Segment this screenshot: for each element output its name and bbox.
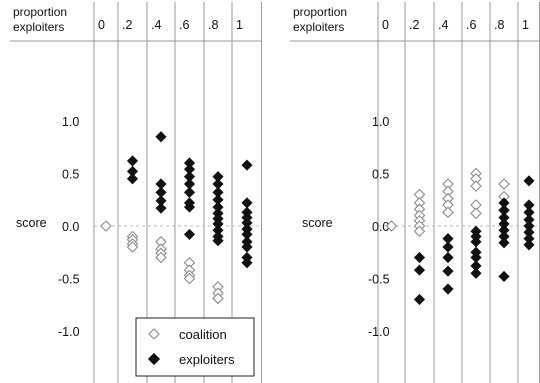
exploiter-point bbox=[212, 235, 224, 247]
exploiter-point bbox=[413, 251, 426, 264]
coalition-point bbox=[155, 251, 167, 264]
legend-box bbox=[135, 317, 255, 377]
category-label: .8 bbox=[494, 18, 504, 32]
header-label: proportion bbox=[293, 5, 347, 19]
exploiter-point bbox=[183, 186, 196, 198]
legend-label-exploiters: exploiters bbox=[179, 352, 235, 367]
exploiter-point bbox=[470, 267, 482, 279]
exploiter-point bbox=[413, 293, 426, 306]
exploiter-point bbox=[442, 251, 454, 264]
y-tick-label: 0.0 bbox=[372, 220, 389, 234]
exploiter-point bbox=[126, 173, 139, 185]
category-label: 0 bbox=[98, 18, 105, 32]
category-label: .4 bbox=[151, 18, 161, 32]
exploiter-point bbox=[155, 202, 167, 214]
category-label: .6 bbox=[179, 18, 189, 32]
category-label: 1 bbox=[522, 18, 529, 32]
y-tick-label: -1.0 bbox=[58, 325, 80, 339]
exploiter-point bbox=[183, 228, 196, 240]
y-tick-label: 0.5 bbox=[372, 168, 389, 182]
y-axis-label: score bbox=[16, 216, 47, 230]
y-tick-label: 1.0 bbox=[372, 115, 389, 129]
legend: coalition exploiters bbox=[135, 317, 255, 377]
y-tick-label: 1.0 bbox=[62, 115, 79, 129]
exploiter-point bbox=[498, 237, 510, 249]
exploiter-point bbox=[413, 264, 426, 276]
exploiter-point bbox=[126, 155, 139, 167]
coalition-point bbox=[212, 292, 224, 305]
category-label: .4 bbox=[438, 18, 448, 32]
category-label: 0 bbox=[382, 18, 389, 32]
category-label: .2 bbox=[122, 18, 132, 32]
coalition-point bbox=[100, 220, 112, 232]
y-tick-label: -1.0 bbox=[368, 325, 390, 339]
y-tick-label: -0.5 bbox=[58, 273, 80, 287]
exploiter-point bbox=[241, 257, 253, 269]
exploiter-point bbox=[442, 265, 454, 277]
exploiter-point bbox=[442, 241, 454, 253]
y-axis-label: score bbox=[302, 216, 333, 230]
y-tick-label: -0.5 bbox=[368, 273, 390, 287]
header-label: exploiters bbox=[293, 20, 344, 34]
y-tick-label: 0.5 bbox=[62, 168, 79, 182]
legend-label-coalition: coalition bbox=[179, 327, 227, 342]
exploiter-point bbox=[241, 197, 253, 209]
category-label: .6 bbox=[466, 18, 476, 32]
header-label: exploiters bbox=[13, 20, 64, 34]
coalition-point bbox=[470, 180, 482, 192]
y-tick-label: 0.0 bbox=[62, 220, 79, 234]
exploiter-point bbox=[498, 270, 510, 282]
coalition-point bbox=[183, 272, 196, 285]
category-label: .8 bbox=[208, 18, 218, 32]
coalition-point bbox=[126, 241, 139, 253]
exploiter-point bbox=[442, 283, 454, 295]
legend-marker-exploiters bbox=[147, 352, 161, 366]
coalition-point bbox=[442, 206, 454, 219]
exploiter-point bbox=[523, 175, 535, 187]
exploiter-point bbox=[241, 159, 253, 171]
header-label: proportion bbox=[13, 5, 67, 19]
exploiter-point bbox=[155, 131, 167, 143]
exploiter-point bbox=[523, 239, 535, 251]
exploiter-point bbox=[183, 201, 196, 213]
coalition-point bbox=[498, 178, 510, 190]
legend-marker-coalition bbox=[148, 328, 160, 340]
coalition-point bbox=[413, 225, 426, 238]
coalition-point bbox=[385, 220, 398, 232]
category-label: 1 bbox=[236, 18, 243, 32]
coalition-point bbox=[470, 207, 482, 220]
category-label: .2 bbox=[409, 18, 419, 32]
